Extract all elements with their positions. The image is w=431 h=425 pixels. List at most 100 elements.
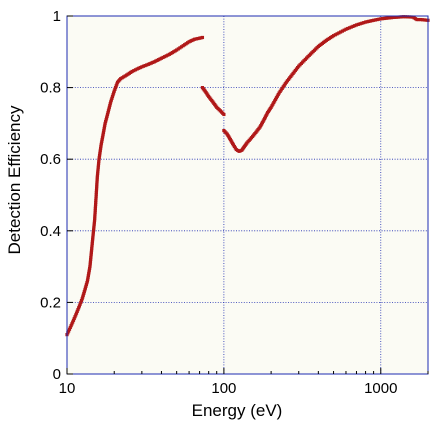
data-point (94, 193, 98, 197)
data-point (424, 18, 428, 22)
data-point (344, 27, 348, 31)
data-point (90, 243, 94, 247)
data-point (99, 143, 103, 147)
data-point (92, 222, 96, 226)
data-point (88, 261, 92, 265)
data-point (102, 127, 106, 131)
data-point (91, 238, 95, 242)
data-point (93, 210, 97, 214)
data-point (92, 226, 96, 230)
data-point (89, 252, 93, 256)
data-point (86, 277, 90, 281)
data-point (194, 37, 198, 41)
data-point (89, 250, 93, 254)
data-point (405, 15, 409, 19)
data-point (342, 28, 346, 32)
data-point (371, 18, 376, 22)
data-point (95, 173, 100, 177)
data-point (100, 139, 104, 143)
data-point (107, 105, 111, 109)
data-point (74, 313, 78, 317)
data-point (72, 316, 76, 321)
y-axis-label: Detection Efficiency (5, 105, 24, 254)
data-point (91, 232, 95, 236)
data-point (101, 134, 105, 138)
data-point (176, 47, 180, 51)
data-point (81, 295, 85, 299)
data-point (91, 230, 95, 234)
data-point (94, 189, 99, 193)
data-point (92, 220, 97, 224)
data-point (94, 198, 98, 203)
data-point (89, 256, 93, 260)
data-point (393, 15, 397, 19)
data-point (86, 275, 90, 279)
data-point (89, 257, 93, 262)
data-point (362, 21, 366, 25)
data-point (109, 100, 113, 104)
data-point (94, 187, 99, 191)
data-point (358, 22, 362, 26)
data-point (95, 179, 99, 183)
data-point (93, 204, 98, 208)
x-tick-label: 10 (59, 380, 76, 397)
y-tick-label: 0.8 (40, 80, 61, 97)
data-point (103, 121, 107, 125)
x-tick-label: 1000 (364, 380, 397, 397)
data-point (97, 155, 101, 160)
data-point (396, 15, 401, 19)
data-point (94, 191, 98, 195)
data-point (109, 98, 113, 102)
data-point (96, 169, 100, 173)
data-point (337, 31, 341, 35)
data-point (70, 322, 74, 326)
data-point (100, 136, 105, 140)
data-point (113, 86, 118, 90)
data-point (71, 318, 76, 322)
data-point (108, 102, 112, 106)
data-point (377, 17, 381, 21)
y-tick-label: 0.4 (40, 223, 61, 240)
data-point (98, 152, 102, 156)
data-point (88, 265, 92, 269)
data-point (400, 15, 404, 19)
data-point (100, 137, 104, 142)
data-point (94, 202, 98, 207)
data-point (96, 163, 101, 167)
data-point (130, 69, 134, 74)
data-point (179, 45, 184, 49)
data-point (415, 17, 419, 22)
data-point (108, 103, 112, 108)
y-tick-label: 0.6 (40, 151, 61, 168)
data-point (71, 320, 75, 324)
y-tick-label: 0 (53, 366, 61, 383)
data-point (141, 64, 146, 68)
y-tick-label: 1 (53, 8, 61, 25)
data-point (388, 16, 392, 20)
data-point (101, 130, 106, 134)
y-tick-labels: 0 0.2 0.4 0.6 0.8 1 (40, 8, 61, 383)
data-point (82, 290, 86, 294)
data-point (89, 254, 93, 258)
data-point (92, 228, 96, 232)
data-point (159, 56, 164, 60)
data-point (386, 16, 390, 20)
data-point (88, 263, 92, 267)
data-point (335, 32, 339, 36)
data-point (69, 324, 73, 328)
data-point (419, 17, 423, 22)
data-point (94, 196, 98, 201)
data-point (398, 15, 402, 19)
data-point (107, 107, 111, 111)
data-point (93, 218, 97, 222)
data-point (98, 150, 102, 154)
data-point (67, 327, 72, 331)
data-point (93, 214, 97, 218)
data-point (90, 241, 94, 245)
data-point (196, 36, 200, 41)
data-point (99, 145, 103, 149)
data-point (87, 268, 91, 272)
data-point (103, 123, 107, 127)
data-point (95, 183, 99, 187)
data-point (91, 234, 95, 238)
